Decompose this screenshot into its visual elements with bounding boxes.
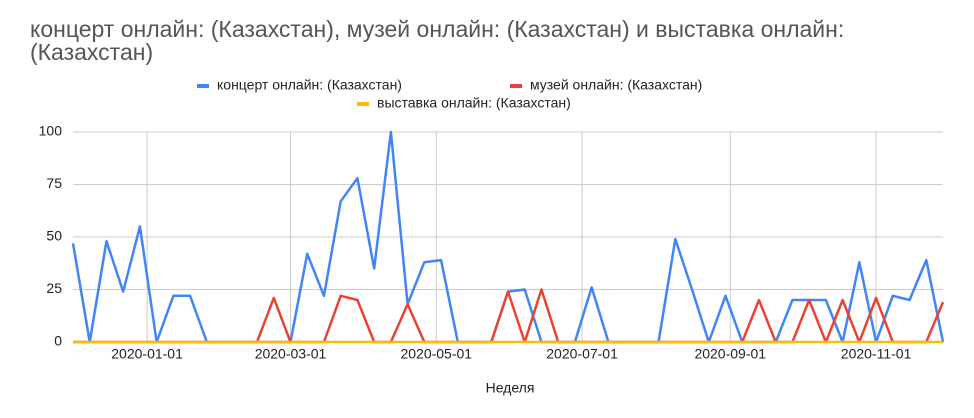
y-tick-label: 50 [46, 228, 62, 244]
legend-label: музей онлайн: (Казахстан) [530, 77, 702, 93]
y-tick-label: 25 [46, 280, 62, 296]
y-tick-label: 100 [39, 123, 63, 139]
x-tick-label: 2020-01-01 [111, 346, 183, 362]
x-tick-label: 2020-11-01 [841, 346, 912, 362]
y-tick-label: 75 [46, 175, 62, 191]
legend-label: выставка онлайн: (Казахстан) [377, 95, 571, 111]
x-tick-label: 2020-05-01 [400, 346, 472, 362]
chart-title: концерт онлайн: (Казахстан), музей онлай… [30, 16, 845, 65]
y-tick-label: 0 [54, 333, 62, 349]
x-axis-label: Неделя [486, 380, 535, 396]
x-tick-label: 2020-09-01 [694, 346, 766, 362]
x-tick-label: 2020-07-01 [546, 346, 618, 362]
legend-label: концерт онлайн: (Казахстан) [217, 77, 402, 93]
x-tick-label: 2020-03-01 [255, 346, 327, 362]
